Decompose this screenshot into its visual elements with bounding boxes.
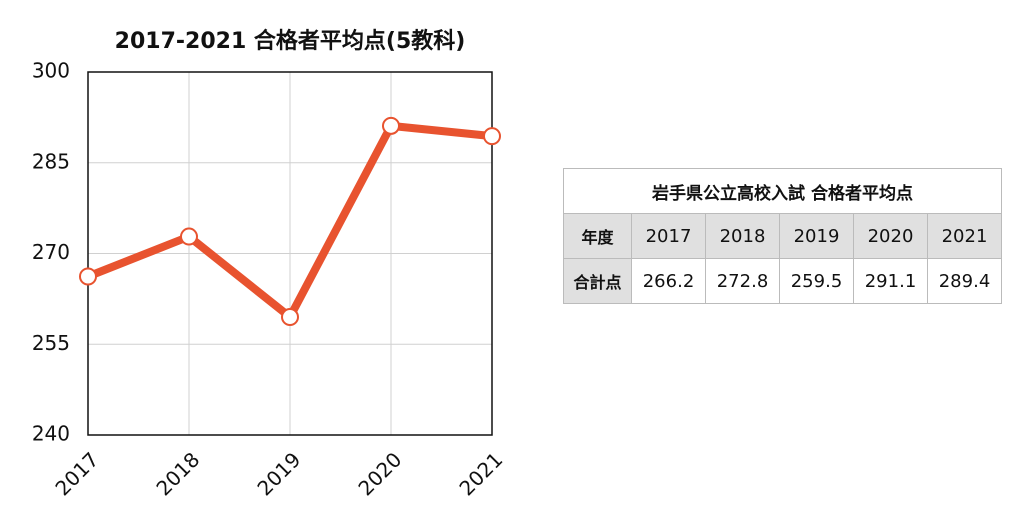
table-cell: 272.8 <box>705 258 780 304</box>
point <box>281 308 299 327</box>
y-tick-label: 240 <box>32 422 70 446</box>
chart-title: 2017-2021 合格者平均点(5教科) <box>115 28 466 54</box>
x-tick-label: 2018 <box>151 447 204 500</box>
table-cell: 291.1 <box>853 258 928 304</box>
y-tick-label: 300 <box>32 59 70 83</box>
x-tick-label: 2021 <box>454 447 507 500</box>
table-cell: 2017 <box>631 213 706 259</box>
plot-frame <box>87 71 493 436</box>
y-tick-label: 255 <box>32 331 70 355</box>
chart: 2017-2021 合格者平均点(5教科) 240 255 270 285 300 201… <box>32 28 508 500</box>
table-cell: 289.4 <box>927 258 1002 304</box>
y-tick-label: 285 <box>32 149 70 173</box>
x-tick-label: 2017 <box>50 447 103 500</box>
table-cell: 2021 <box>927 213 1002 259</box>
data-table: 岩手県公立高校入試 合格者平均点 年度 2017 2018 2019 2020 … <box>563 168 1002 304</box>
table-cell: 2018 <box>705 213 780 259</box>
table-cell: 259.5 <box>779 258 854 304</box>
x-tick-label: 2019 <box>252 447 305 500</box>
point <box>483 127 501 146</box>
table-cell: 266.2 <box>631 258 706 304</box>
y-tick-label: 270 <box>32 240 70 264</box>
table-cell: 合計点 <box>563 258 632 304</box>
point <box>382 116 400 135</box>
table-title: 岩手県公立高校入試 合格者平均点 <box>563 168 1002 214</box>
table-cell: 2019 <box>779 213 854 259</box>
point <box>79 267 97 286</box>
point <box>180 227 198 246</box>
x-tick-label: 2020 <box>353 447 406 500</box>
table-cell: 年度 <box>563 213 632 259</box>
table-cell: 2020 <box>853 213 928 259</box>
